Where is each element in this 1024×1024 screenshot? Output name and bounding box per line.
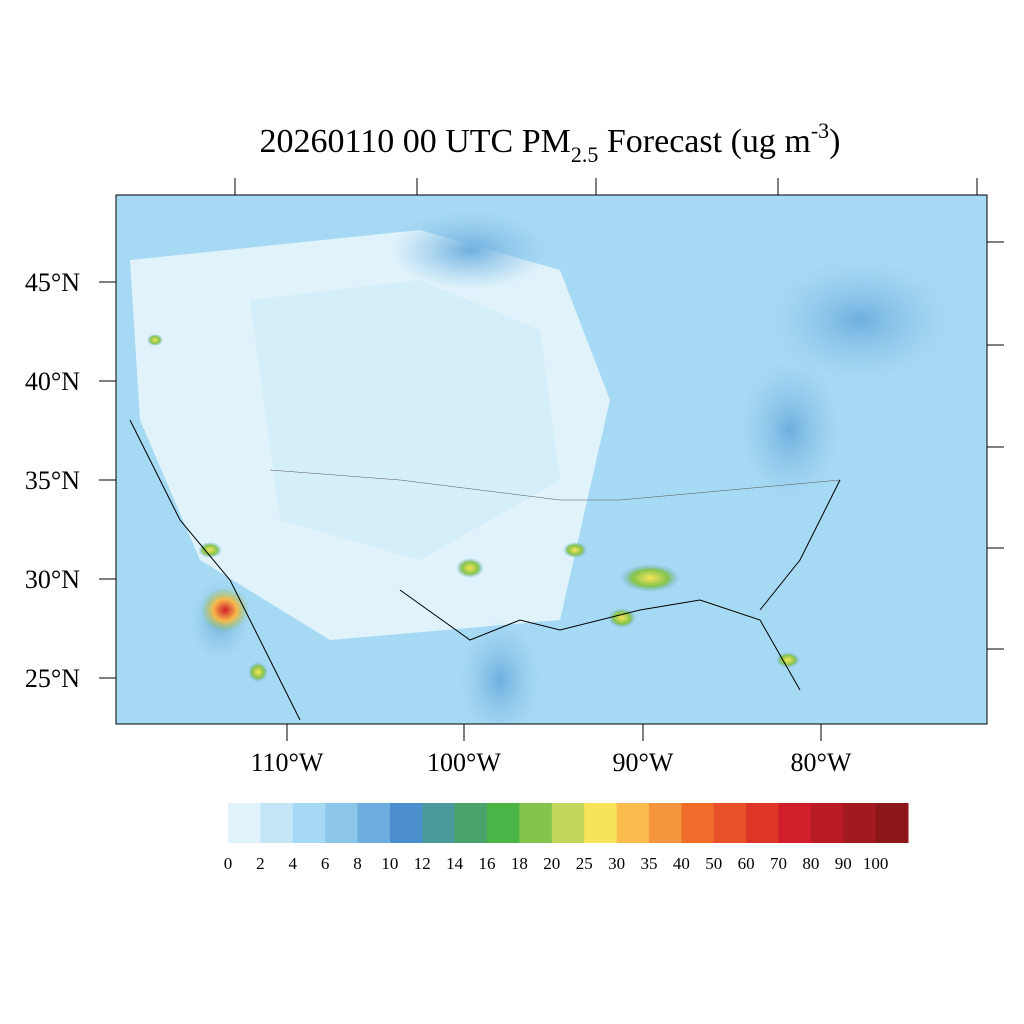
colorbar-label: 35 — [640, 854, 657, 873]
colorbar-label: 12 — [414, 854, 431, 873]
colorbar-label: 80 — [802, 854, 819, 873]
colorbar-swatch — [648, 803, 682, 843]
colorbar-swatch — [681, 803, 715, 843]
colorbar-swatch — [292, 803, 326, 843]
colorbar-label: 2 — [256, 854, 265, 873]
colorbar-swatch — [228, 803, 261, 843]
colorbar-label: 16 — [479, 854, 496, 873]
latitude-label: 35°N — [25, 466, 80, 495]
colorbar-swatch — [616, 803, 650, 843]
colorbar-swatch — [584, 803, 618, 843]
latitude-label: 25°N — [25, 664, 80, 693]
colorbar-label: 50 — [705, 854, 722, 873]
title-text: ) — [829, 123, 840, 160]
colorbar-swatch — [843, 803, 877, 843]
colorbar-swatch — [487, 803, 520, 843]
colorbar-label: 4 — [289, 854, 298, 873]
colorbar-swatch — [810, 803, 844, 843]
title-superscript: -3 — [811, 118, 829, 143]
colorbar-label: 30 — [608, 854, 625, 873]
colorbar-label: 70 — [770, 854, 787, 873]
colorbar-swatch — [519, 803, 553, 843]
colorbar-label: 90 — [835, 854, 852, 873]
map-field — [116, 195, 987, 724]
latitude-label: 40°N — [25, 367, 80, 396]
colorbar-label: 8 — [353, 854, 362, 873]
latitude-label: 30°N — [25, 565, 80, 594]
longitude-label: 90°W — [613, 748, 674, 777]
colorbar-swatch — [357, 803, 391, 843]
title-text: 20260110 00 UTC PM — [260, 123, 571, 160]
colorbar-swatch — [422, 803, 456, 843]
title-subscript: 2.5 — [571, 142, 599, 167]
colorbar-swatch — [713, 803, 747, 843]
colorbar-label: 6 — [321, 854, 330, 873]
colorbar-label: 40 — [673, 854, 690, 873]
colorbar-label: 0 — [224, 854, 233, 873]
colorbar-swatch — [746, 803, 779, 843]
title-text: Forecast (ug m — [598, 123, 810, 160]
colorbar-label: 60 — [738, 854, 755, 873]
title: 20260110 00 UTC PM2.5 Forecast (ug m-3) — [260, 118, 841, 167]
longitude-label: 110°W — [251, 748, 324, 777]
latitude-label: 45°N — [25, 268, 80, 297]
colorbar-label: 14 — [446, 854, 464, 873]
colorbar-swatch — [325, 803, 359, 843]
colorbar-label: 18 — [511, 854, 528, 873]
colorbar-swatch — [778, 803, 812, 843]
colorbar-swatch — [551, 803, 585, 843]
colorbar-swatch — [454, 803, 488, 843]
longitude-label: 100°W — [427, 748, 501, 777]
map-frame — [115, 194, 988, 725]
projection-ticks — [234, 178, 1004, 650]
colorbar-label: 10 — [381, 854, 398, 873]
colorbar-swatch — [260, 803, 294, 843]
colorbar-swatch — [875, 803, 909, 843]
longitude-label: 80°W — [791, 748, 852, 777]
colorbar-swatch — [389, 803, 423, 843]
colorbar-label: 100 — [863, 854, 889, 873]
colorbar-label: 25 — [576, 854, 593, 873]
colorbar-label: 20 — [543, 854, 560, 873]
